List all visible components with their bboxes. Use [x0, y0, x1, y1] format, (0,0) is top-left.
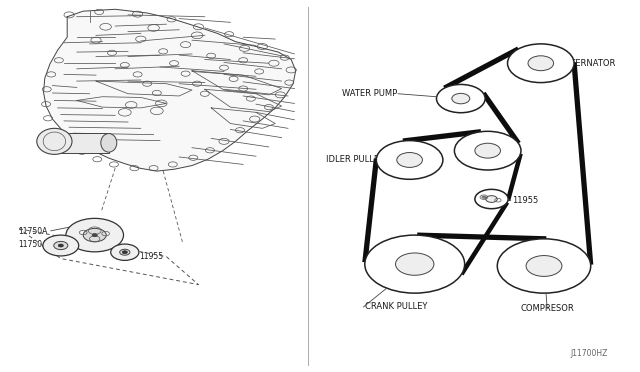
- Circle shape: [452, 93, 470, 104]
- Text: 11750A: 11750A: [18, 240, 47, 249]
- Circle shape: [482, 196, 486, 198]
- Circle shape: [365, 235, 465, 293]
- Circle shape: [120, 249, 130, 255]
- Text: COMPRESOR: COMPRESOR: [520, 304, 574, 313]
- Text: ALTERNATOR: ALTERNATOR: [562, 59, 616, 68]
- Text: 11720N: 11720N: [471, 161, 504, 170]
- Circle shape: [111, 244, 139, 260]
- Circle shape: [528, 56, 554, 71]
- Circle shape: [54, 241, 68, 250]
- Text: 11750A: 11750A: [18, 227, 47, 236]
- Circle shape: [436, 84, 485, 113]
- Circle shape: [526, 256, 562, 276]
- Circle shape: [122, 251, 127, 254]
- Circle shape: [66, 218, 124, 252]
- Circle shape: [83, 228, 106, 242]
- Circle shape: [92, 234, 97, 237]
- FancyBboxPatch shape: [54, 133, 109, 153]
- Text: 11955: 11955: [512, 196, 538, 205]
- Polygon shape: [44, 9, 296, 171]
- Circle shape: [508, 44, 574, 83]
- Circle shape: [58, 244, 63, 247]
- Circle shape: [397, 153, 422, 167]
- Text: WATER PUMP: WATER PUMP: [342, 89, 397, 98]
- Circle shape: [475, 143, 500, 158]
- Circle shape: [486, 196, 497, 202]
- Circle shape: [497, 239, 591, 293]
- Circle shape: [43, 235, 79, 256]
- Text: 11955: 11955: [140, 252, 164, 261]
- Circle shape: [396, 253, 434, 275]
- Circle shape: [475, 189, 508, 209]
- Ellipse shape: [37, 128, 72, 154]
- Text: IDLER PULLEY: IDLER PULLEY: [326, 155, 384, 164]
- Ellipse shape: [101, 134, 117, 152]
- Circle shape: [454, 131, 521, 170]
- Text: J11700HZ: J11700HZ: [571, 349, 608, 358]
- Text: CRANK PULLEY: CRANK PULLEY: [365, 302, 427, 311]
- Circle shape: [376, 141, 443, 179]
